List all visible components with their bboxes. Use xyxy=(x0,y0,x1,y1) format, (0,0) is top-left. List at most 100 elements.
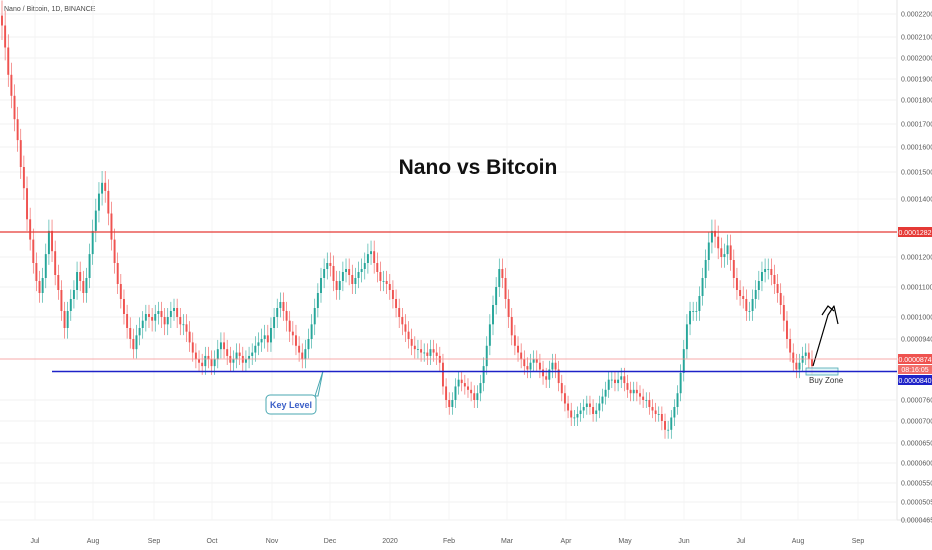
candle-up xyxy=(479,383,482,394)
y-tick-label: 0.0001800 xyxy=(901,98,932,105)
candle-up xyxy=(204,355,207,367)
x-tick-label: Mar xyxy=(501,538,514,545)
candle-down xyxy=(266,335,269,343)
candle-down xyxy=(116,263,119,284)
candle-up xyxy=(723,254,726,257)
candle-down xyxy=(554,362,557,370)
candle-up xyxy=(595,410,598,414)
y-tick-label: 0.0002000 xyxy=(901,56,932,63)
price-axis-panel[interactable] xyxy=(897,0,932,520)
y-tick-label: 0.0001400 xyxy=(901,197,932,204)
candle-up xyxy=(498,269,501,287)
y-tick-label: 0.0001200 xyxy=(901,255,932,262)
candle-up xyxy=(532,359,535,363)
candle-down xyxy=(811,359,813,367)
y-tick-label: 0.0000760 xyxy=(901,398,932,405)
candle-up xyxy=(216,349,219,360)
candle-up xyxy=(307,339,310,350)
x-tick-label: Aug xyxy=(792,538,805,545)
candle-up xyxy=(492,305,494,325)
candle-down xyxy=(226,349,229,356)
candle-up xyxy=(617,379,620,384)
candle-up xyxy=(457,379,460,387)
y-tick-label: 0.0000505 xyxy=(901,500,932,507)
candle-up xyxy=(689,311,692,325)
candle-up xyxy=(91,230,94,255)
candle-down xyxy=(401,317,404,325)
candle-up xyxy=(601,396,604,404)
candle-down xyxy=(38,281,41,293)
candle-up xyxy=(451,400,454,407)
candle-down xyxy=(413,345,416,350)
candle-down xyxy=(504,278,507,299)
candle-down xyxy=(223,342,226,350)
candle-down xyxy=(385,281,388,284)
candle-up xyxy=(276,308,279,317)
candle-up xyxy=(219,342,222,350)
candle-up xyxy=(323,269,326,278)
candle-down xyxy=(441,362,444,387)
last-price-tag[interactable] xyxy=(898,354,932,364)
candle-up xyxy=(144,314,147,321)
candle-down xyxy=(210,359,213,367)
candle-up xyxy=(707,242,710,260)
resistance-price-text: 0.0001282 xyxy=(898,230,931,237)
key-level-label: Key Level xyxy=(270,400,312,410)
candle-up xyxy=(44,254,47,278)
candle-down xyxy=(376,263,379,272)
candle-down xyxy=(198,359,200,363)
candle-up xyxy=(166,317,169,325)
y-tick-label: 0.0001500 xyxy=(901,170,932,177)
candle-down xyxy=(570,410,573,418)
candle-down xyxy=(739,290,742,296)
candle-down xyxy=(538,362,541,370)
symbol-label: Nano / Bitcoin, 1D, BINANCE xyxy=(4,6,96,13)
candle-up xyxy=(182,324,185,326)
candle-down xyxy=(520,352,523,360)
y-tick-label: 0.0000650 xyxy=(901,441,932,448)
candle-down xyxy=(185,324,188,332)
candle-down xyxy=(614,379,616,384)
x-tick-label: 2020 xyxy=(382,538,398,545)
candle-down xyxy=(776,284,779,293)
candle-down xyxy=(513,335,516,346)
candle-down xyxy=(119,284,122,299)
candle-up xyxy=(382,281,385,282)
candle-down xyxy=(742,296,745,299)
candle-up xyxy=(585,403,588,407)
candle-up xyxy=(316,293,319,308)
candle-down xyxy=(110,213,113,240)
candle-down xyxy=(238,352,241,356)
x-axis-labels: Jul Aug Sep Oct Nov Dec 2020 Feb Mar Apr May Jun Jul… xyxy=(31,538,865,545)
candle-down xyxy=(629,389,632,394)
candle-up xyxy=(764,269,767,272)
key-level-price-tag[interactable] xyxy=(898,375,932,385)
candle-up xyxy=(244,359,247,363)
candle-up xyxy=(482,366,485,384)
candle-down xyxy=(63,311,66,328)
candle-down xyxy=(545,376,548,380)
candle-down xyxy=(282,302,285,311)
resistance-price-tag[interactable] xyxy=(898,227,932,237)
projection-arrow[interactable] xyxy=(812,305,839,367)
candle-down xyxy=(563,393,566,404)
candle-down xyxy=(107,190,110,214)
candle-down xyxy=(79,272,82,281)
key-level-price-text: 0.0000840 xyxy=(898,378,931,385)
candle-up xyxy=(645,400,648,401)
key-level-callout[interactable] xyxy=(265,394,317,415)
candle-up xyxy=(610,379,613,381)
candle-down xyxy=(557,369,560,384)
candle-up xyxy=(701,278,704,296)
candle-down xyxy=(420,349,423,353)
candle-up xyxy=(135,335,138,350)
candle-down xyxy=(54,251,57,275)
candle-down xyxy=(773,275,776,284)
candle-down xyxy=(191,342,194,353)
candle-up xyxy=(66,311,69,328)
candle-down xyxy=(301,352,304,360)
candle-down xyxy=(435,352,438,356)
candle-down xyxy=(104,182,107,191)
time-axis-panel[interactable] xyxy=(0,520,932,550)
